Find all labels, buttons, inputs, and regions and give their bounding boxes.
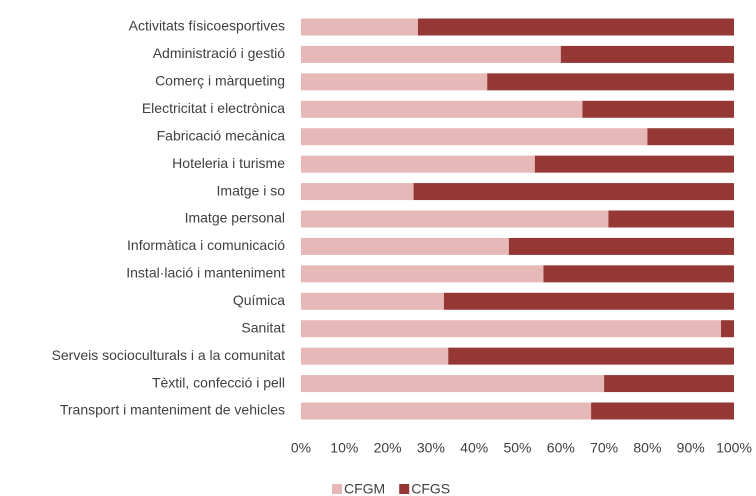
y-tick-label: Comerç i màrqueting [155, 73, 285, 89]
bar-segment [301, 73, 488, 91]
legend-swatch [332, 484, 342, 494]
bar-segment [448, 347, 734, 365]
bar-segment [301, 320, 722, 338]
bar-segment [591, 402, 734, 420]
y-tick-label: Sanitat [241, 319, 285, 335]
y-tick-label: Hoteleria i turisme [172, 155, 285, 171]
legend-swatch [399, 484, 410, 494]
bar-segment [301, 18, 418, 36]
y-tick-label: Fabricació mecànica [157, 127, 286, 143]
x-tick-label: 60% [547, 440, 575, 456]
bar-segment [560, 45, 734, 63]
y-tick-label: Serveis socioculturals i a la comunitat [52, 347, 286, 363]
bar-segment [608, 210, 734, 228]
y-tick-label: Informàtica i comunicació [127, 237, 285, 253]
x-tick-label: 20% [374, 440, 402, 456]
x-tick-label: 100% [716, 440, 752, 456]
bar-segment [604, 375, 734, 393]
x-tick-label: 0% [291, 440, 311, 456]
bar-segment [582, 100, 734, 118]
y-tick-label: Química [233, 292, 285, 308]
bar-segment [301, 100, 583, 118]
x-tick-label: 80% [633, 440, 661, 456]
bar-segment [301, 155, 535, 173]
bar-segment [301, 402, 592, 420]
y-tick-label: Imatge i so [217, 182, 286, 198]
bar-segment [301, 237, 509, 255]
bar-segment [413, 183, 734, 201]
y-tick-label: Imatge personal [185, 210, 285, 226]
legend-label: CFGM [344, 481, 385, 496]
y-tick-label: Electricitat i electrònica [142, 100, 285, 116]
bar-segment [301, 375, 605, 393]
bar-segment [647, 128, 734, 146]
bar-segment [301, 292, 444, 310]
y-tick-label: Tèxtil, confecció i pell [152, 374, 285, 390]
bar-segment [721, 320, 734, 338]
bar-segment [301, 265, 544, 283]
bar-segment [301, 347, 449, 365]
y-tick-label: Instal·lació i manteniment [126, 265, 285, 281]
y-tick-label: Transport i manteniment de vehicles [60, 402, 285, 418]
bar-segment [534, 155, 734, 173]
x-tick-label: 10% [330, 440, 358, 456]
x-tick-label: 70% [590, 440, 618, 456]
x-tick-label: 40% [460, 440, 488, 456]
y-tick-label: Administració i gestió [153, 45, 285, 61]
x-tick-label: 50% [503, 440, 531, 456]
bar-segment [417, 18, 734, 36]
y-tick-label: Activitats físicoesportives [129, 18, 285, 34]
bar-segment [487, 73, 734, 91]
x-tick-label: 90% [677, 440, 705, 456]
bar-segment [443, 292, 734, 310]
bar-segment [301, 128, 648, 146]
bar-segment [508, 237, 734, 255]
bar-segment [301, 210, 609, 228]
bar-segment [543, 265, 734, 283]
bar-segment [301, 183, 414, 201]
x-tick-label: 30% [417, 440, 445, 456]
legend-label: CFGS [411, 481, 450, 496]
bar-segment [301, 45, 561, 63]
